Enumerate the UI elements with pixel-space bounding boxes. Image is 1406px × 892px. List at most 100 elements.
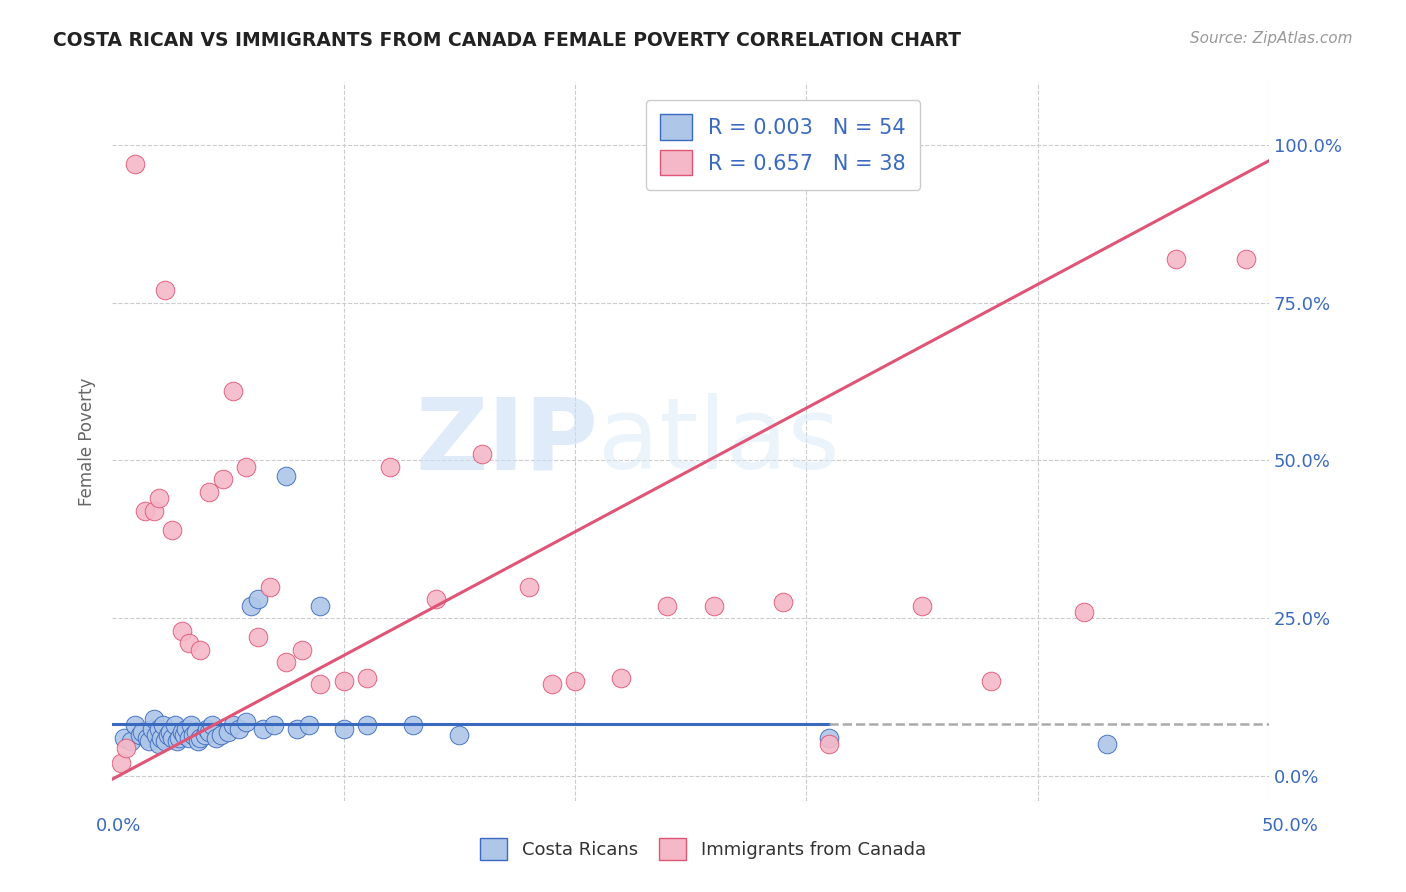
Point [145,728,167,742]
Point [1234,252,1257,266]
Point [173,728,195,742]
Point [142,712,165,726]
Point [332,674,354,689]
Point [1166,252,1188,266]
Point [177,731,200,745]
Point [246,592,269,607]
Point [263,718,285,732]
Point [159,724,181,739]
Point [235,459,257,474]
Point [217,724,239,739]
Legend: Costa Ricans, Immigrants from Canada: Costa Ricans, Immigrants from Canada [472,830,934,867]
Point [188,731,211,745]
Point [356,718,378,732]
Point [148,491,170,506]
Point [155,283,177,297]
Point [449,728,471,742]
Point [259,580,281,594]
Point [155,734,177,748]
Point [131,724,153,739]
Point [309,677,332,691]
Text: Source: ZipAtlas.com: Source: ZipAtlas.com [1189,31,1353,46]
Point [703,599,725,613]
Point [517,580,540,594]
Point [115,740,138,755]
Point [180,718,202,732]
Point [298,718,321,732]
Point [124,157,146,171]
Point [221,718,243,732]
Point [152,718,174,732]
Point [156,728,179,742]
Legend: R = 0.003   N = 54, R = 0.657   N = 38: R = 0.003 N = 54, R = 0.657 N = 38 [645,100,921,190]
Point [177,636,200,650]
Point [141,722,163,736]
Point [911,599,934,613]
Point [818,738,841,752]
Point [228,722,250,736]
Point [142,504,165,518]
Point [170,724,193,739]
Point [134,504,156,518]
Point [188,642,211,657]
Point [818,731,841,745]
Point [425,592,447,607]
Point [1073,605,1095,619]
Point [148,722,170,736]
Point [356,671,378,685]
Point [198,724,221,739]
Point [471,447,494,461]
Point [149,731,172,745]
Point [209,728,232,742]
Point [195,722,218,736]
Text: 50.0%: 50.0% [1263,817,1319,835]
Point [980,674,1002,689]
Point [184,724,207,739]
Point [110,756,132,771]
Point [169,731,191,745]
Point [174,722,197,736]
Point [194,728,217,742]
Point [166,734,188,748]
Point [657,599,679,613]
Point [124,718,146,732]
Point [170,624,193,638]
Point [112,731,135,745]
Text: atlas: atlas [598,393,839,490]
Point [198,485,221,500]
Point [378,459,401,474]
Point [163,718,186,732]
Point [274,469,297,483]
Point [181,728,204,742]
Text: 0.0%: 0.0% [96,817,141,835]
Point [309,599,332,613]
Text: ZIP: ZIP [415,393,598,490]
Point [332,722,354,736]
Point [129,728,152,742]
Text: COSTA RICAN VS IMMIGRANTS FROM CANADA FEMALE POVERTY CORRELATION CHART: COSTA RICAN VS IMMIGRANTS FROM CANADA FE… [53,31,962,50]
Point [285,722,308,736]
Point [274,656,297,670]
Point [610,671,633,685]
Point [136,731,159,745]
Point [212,472,235,486]
Point [402,718,425,732]
Point [201,718,224,732]
Point [148,738,170,752]
Point [1095,738,1118,752]
Point [235,715,257,730]
Point [252,722,274,736]
Point [120,734,142,748]
Point [772,595,794,609]
Point [162,731,184,745]
Point [540,677,562,691]
Point [162,523,184,537]
Point [138,734,160,748]
Point [246,630,269,644]
Point [221,384,243,398]
Point [205,731,228,745]
Point [240,599,263,613]
Point [564,674,586,689]
Point [291,642,314,657]
Point [187,734,209,748]
